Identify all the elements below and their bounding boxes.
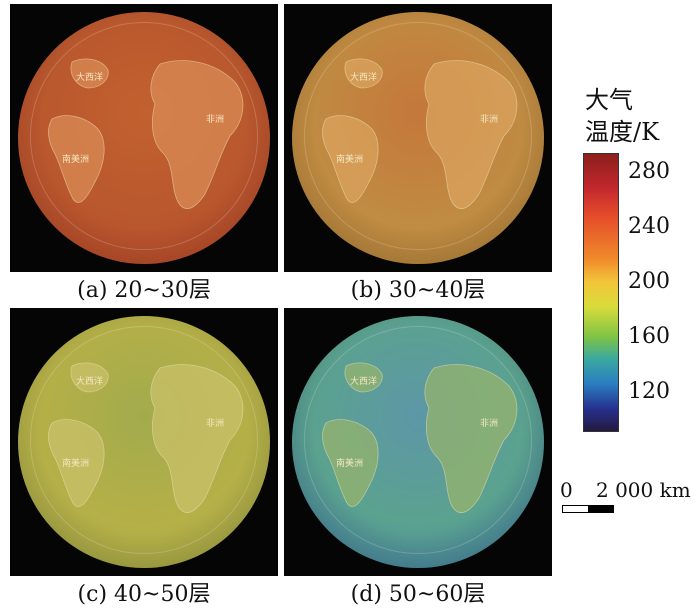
greenland-label: 大西洋 (76, 71, 103, 83)
south-america-label: 南美洲 (336, 153, 363, 165)
africa-label: 非洲 (480, 113, 498, 125)
legend-tick-240: 240 (628, 214, 670, 239)
greenland-label: 大西洋 (350, 375, 377, 387)
map-panel-d: 大西洋非洲南美洲 (284, 308, 552, 576)
north-africa-europe-landmass (150, 60, 244, 210)
south-america-label: 南美洲 (62, 457, 89, 469)
south-america-landmass (322, 115, 379, 203)
greenland-label: 大西洋 (350, 71, 377, 83)
caption-c: (c) 40~50层 (77, 582, 211, 607)
greenland-landmass (70, 362, 109, 393)
africa-label: 非洲 (480, 417, 498, 429)
greenland-landmass (344, 362, 383, 393)
legend-tick-280: 280 (628, 159, 670, 184)
south-america-landmass (48, 419, 105, 507)
south-america-landmass (322, 419, 379, 507)
greenland-label: 大西洋 (76, 375, 103, 387)
africa-label: 非洲 (206, 417, 224, 429)
caption-d: (d) 50~60层 (350, 582, 486, 607)
north-africa-europe-landmass (424, 60, 518, 210)
north-africa-europe-landmass (424, 364, 518, 514)
caption-a: (a) 20~30层 (77, 278, 211, 303)
legend-tick-200: 200 (628, 269, 670, 294)
legend-title-line2: 温度/K (585, 118, 660, 146)
map-panel-a: 大西洋非洲南美洲 (10, 4, 278, 272)
map-panel-c: 大西洋非洲南美洲 (10, 308, 278, 576)
legend-tick-160: 160 (628, 324, 670, 349)
south-america-landmass (48, 115, 105, 203)
south-america-label: 南美洲 (62, 153, 89, 165)
legend-title-line1: 大气 (585, 86, 633, 114)
greenland-landmass (344, 58, 383, 89)
legend-tick-120: 120 (628, 379, 670, 404)
greenland-landmass (70, 58, 109, 89)
map-panel-b: 大西洋非洲南美洲 (284, 4, 552, 272)
north-africa-europe-landmass (150, 364, 244, 514)
caption-b: (b) 30~40层 (350, 278, 486, 303)
south-america-label: 南美洲 (336, 457, 363, 469)
scale-bar-graphic (562, 505, 614, 513)
scale-bar-end-label: 2 000 km (596, 478, 691, 502)
scale-bar-start-label: 0 (560, 478, 573, 502)
temperature-colorbar (583, 153, 619, 432)
africa-label: 非洲 (206, 113, 224, 125)
legend-title: 大气 温度/K (585, 84, 659, 148)
